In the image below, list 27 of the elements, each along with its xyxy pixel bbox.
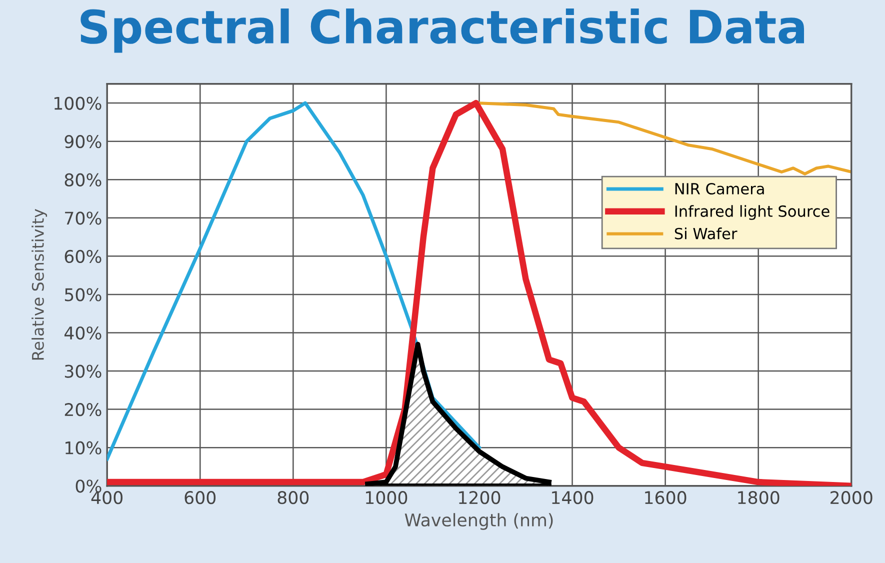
x-tick-label: 1800	[738, 491, 780, 504]
x-tick-label: 600	[184, 491, 216, 504]
legend-label: Infrared light Source	[675, 205, 830, 220]
y-tick-label: 40%	[64, 326, 102, 340]
x-tick-label: 1200	[459, 491, 500, 504]
y-tick-label: 80%	[64, 173, 102, 186]
x-tick-label: 1600	[645, 491, 686, 504]
y-tick-label: 90%	[64, 135, 102, 148]
y-tick-label: 60%	[64, 250, 102, 264]
x-tick-label: 2000	[830, 491, 872, 504]
x-tick-label: 800	[278, 491, 309, 504]
y-tick-label: 70%	[65, 212, 102, 225]
y-tick-label: 10%	[66, 441, 102, 454]
x-tick-label: 400	[91, 491, 122, 504]
y-tick-label: 0%	[76, 480, 102, 493]
x-tick-label: 1000	[366, 491, 408, 504]
y-tick-label: 30%	[64, 364, 102, 378]
y-tick-label: 50%	[64, 288, 102, 302]
y-tick-label: 100%	[54, 96, 102, 110]
chart-title: Spectral Characteristic Data	[80, 8, 804, 53]
x-tick-label: 1400	[552, 491, 594, 504]
y-tick-label: 20%	[64, 403, 102, 416]
x-axis-title: Wavelength (nm)	[404, 513, 553, 530]
y-axis-title: Relative Sensitivity	[32, 209, 48, 360]
legend-label: Si Wafer	[674, 228, 738, 240]
line-series	[107, 101, 481, 461]
legend-label: NIR Camera	[675, 182, 764, 195]
